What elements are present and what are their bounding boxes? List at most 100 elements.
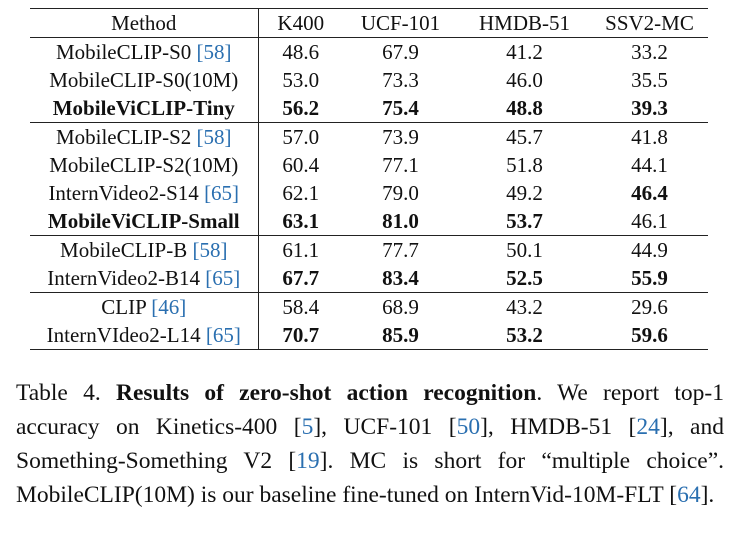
score-cell: 77.7 [382, 238, 419, 262]
score-cell: 53.7 [506, 209, 543, 233]
caption-text: . We report top-1 accuracy on Kinetics-4… [16, 380, 724, 440]
table-caption: Table 4. Results of zero-shot action rec… [16, 376, 724, 512]
score-cell: 73.9 [382, 125, 419, 149]
table-header-row: Method K400 UCF-101 HMDB-51 SSV2-MC [30, 8, 708, 38]
score-cell: 43.2 [506, 295, 543, 319]
method-name: MobileViCLIP-Small [47, 209, 240, 233]
score-cell: 39.3 [631, 96, 668, 120]
method-cell: MobileViCLIP-Small [30, 207, 259, 236]
score-cell: 48.8 [506, 96, 543, 120]
score-cell: 60.4 [282, 153, 320, 177]
score-cell: 45.7 [506, 125, 543, 149]
score-cell: 53.2 [506, 323, 543, 347]
citation-link[interactable]: 64 [677, 482, 701, 508]
citation-link[interactable]: [58] [192, 238, 228, 262]
score-cell: 67.9 [382, 40, 419, 64]
score-cell: 46.0 [506, 68, 543, 92]
method-name: InternVideo2-B14 [47, 266, 206, 290]
score-cell: 46.4 [631, 181, 668, 205]
score-cell: 63.1 [282, 209, 320, 233]
table-row: CLIP [46] 58.4 68.9 43.2 29.6 [30, 292, 708, 321]
table-row: InternVideo2-B14 [65] 67.7 83.4 52.5 55.9 [30, 264, 708, 293]
citation-link[interactable]: 50 [456, 414, 481, 440]
score-cell: 41.2 [506, 40, 543, 64]
method-cell: MobileCLIP-S0(10M) [30, 66, 259, 94]
citation-link[interactable]: 5 [301, 414, 314, 440]
method-cell: InternVIdeo2-L14 [65] [30, 321, 259, 350]
score-cell: 33.2 [631, 40, 668, 64]
score-cell: 62.1 [282, 181, 320, 205]
method-cell: CLIP [46] [30, 292, 259, 321]
caption-text: ]. MC is short for “multiple choice”. Mo… [16, 448, 725, 508]
caption-text: [ [293, 414, 302, 440]
table-row: MobileCLIP-S0(10M) 53.0 73.3 46.0 35.5 [30, 66, 708, 94]
results-table-container: Method K400 UCF-101 HMDB-51 SSV2-MC Mobi… [30, 8, 708, 350]
method-cell: MobileCLIP-S2(10M) [30, 151, 259, 179]
table-row: MobileCLIP-S2 [58] 57.0 73.9 45.7 41.8 [30, 122, 708, 151]
results-table: Method K400 UCF-101 HMDB-51 SSV2-MC Mobi… [30, 8, 708, 350]
table-body: MobileCLIP-S0 [58] 48.6 67.9 41.2 33.2 Mobile… [30, 37, 708, 350]
score-cell: 85.9 [382, 323, 419, 347]
score-cell: 53.0 [282, 68, 320, 92]
citation-link[interactable]: 24 [636, 414, 660, 440]
score-cell: 49.2 [506, 181, 543, 205]
table-row: InternVideo2-S14 [65] 62.1 79.0 49.2 46.4 [30, 179, 708, 207]
table-row: MobileViCLIP-Small 63.1 81.0 53.7 46.1 [30, 207, 708, 236]
score-cell: 59.6 [631, 323, 668, 347]
citation-link[interactable]: [65] [205, 266, 241, 290]
score-cell: 61.1 [282, 238, 320, 262]
method-cell: MobileCLIP-S0 [58] [30, 37, 259, 66]
score-cell: 83.4 [382, 266, 419, 290]
citation-link[interactable]: [65] [204, 181, 240, 205]
caption-text: ], UCF-101 [ [313, 414, 457, 440]
score-cell: 50.1 [506, 238, 543, 262]
score-cell: 44.1 [631, 153, 668, 177]
header-k400: K400 [277, 11, 325, 35]
table-row: MobileViCLIP-Tiny 56.2 75.4 48.8 39.3 [30, 94, 708, 123]
score-cell: 73.3 [382, 68, 419, 92]
caption-label: Table 4. [16, 380, 116, 406]
method-name: InternVIdeo2-L14 [46, 323, 206, 347]
caption-text: ], HMDB-51 [ [480, 414, 637, 440]
score-cell: 56.2 [282, 96, 320, 120]
method-name: MobileCLIP-S2 [55, 125, 197, 149]
method-name: InternVideo2-S14 [48, 181, 205, 205]
score-cell: 79.0 [382, 181, 419, 205]
method-name: MobileCLIP-B [60, 238, 193, 262]
score-cell: 48.6 [282, 40, 320, 64]
citation-link[interactable]: [65] [205, 323, 241, 347]
method-name: MobileCLIP-S2(10M) [49, 153, 239, 177]
score-cell: 68.9 [382, 295, 419, 319]
score-cell: 75.4 [382, 96, 419, 120]
method-name: MobileViCLIP-Tiny [52, 96, 235, 120]
score-cell: 41.8 [631, 125, 668, 149]
score-cell: 44.9 [631, 238, 668, 262]
table-row: MobileCLIP-S0 [58] 48.6 67.9 41.2 33.2 [30, 37, 708, 66]
header-method: Method [30, 8, 259, 38]
score-cell: 35.5 [631, 68, 668, 92]
table-row: InternVIdeo2-L14 [65] 70.7 85.9 53.2 59.6 [30, 321, 708, 350]
caption-title: Results of zero-shot action recognition [115, 380, 537, 406]
method-cell: MobileCLIP-S2 [58] [30, 122, 259, 151]
method-name: MobileCLIP-S0 [55, 40, 197, 64]
score-cell: 81.0 [382, 209, 419, 233]
header-ucf101: UCF-101 [360, 11, 441, 35]
caption-body: . We report top-1 accuracy on Kinetics-4… [16, 380, 724, 508]
citation-link[interactable]: [58] [196, 40, 232, 64]
citation-link[interactable]: [58] [196, 125, 232, 149]
score-cell: 29.6 [631, 295, 668, 319]
table-row: MobileCLIP-S2(10M) 60.4 77.1 51.8 44.1 [30, 151, 708, 179]
method-name: CLIP [101, 295, 152, 319]
score-cell: 51.8 [506, 153, 543, 177]
method-cell: InternVideo2-B14 [65] [30, 264, 259, 293]
method-name: MobileCLIP-S0(10M) [49, 68, 239, 92]
score-cell: 77.1 [382, 153, 419, 177]
method-cell: InternVideo2-S14 [65] [30, 179, 259, 207]
citation-link[interactable]: 19 [296, 448, 320, 474]
score-cell: 46.1 [631, 209, 668, 233]
score-cell: 52.5 [506, 266, 543, 290]
method-cell: MobileCLIP-B [58] [30, 235, 259, 264]
score-cell: 58.4 [282, 295, 320, 319]
citation-link[interactable]: [46] [151, 295, 187, 319]
caption-text: ], and Something-Something V2 [ [16, 414, 724, 474]
